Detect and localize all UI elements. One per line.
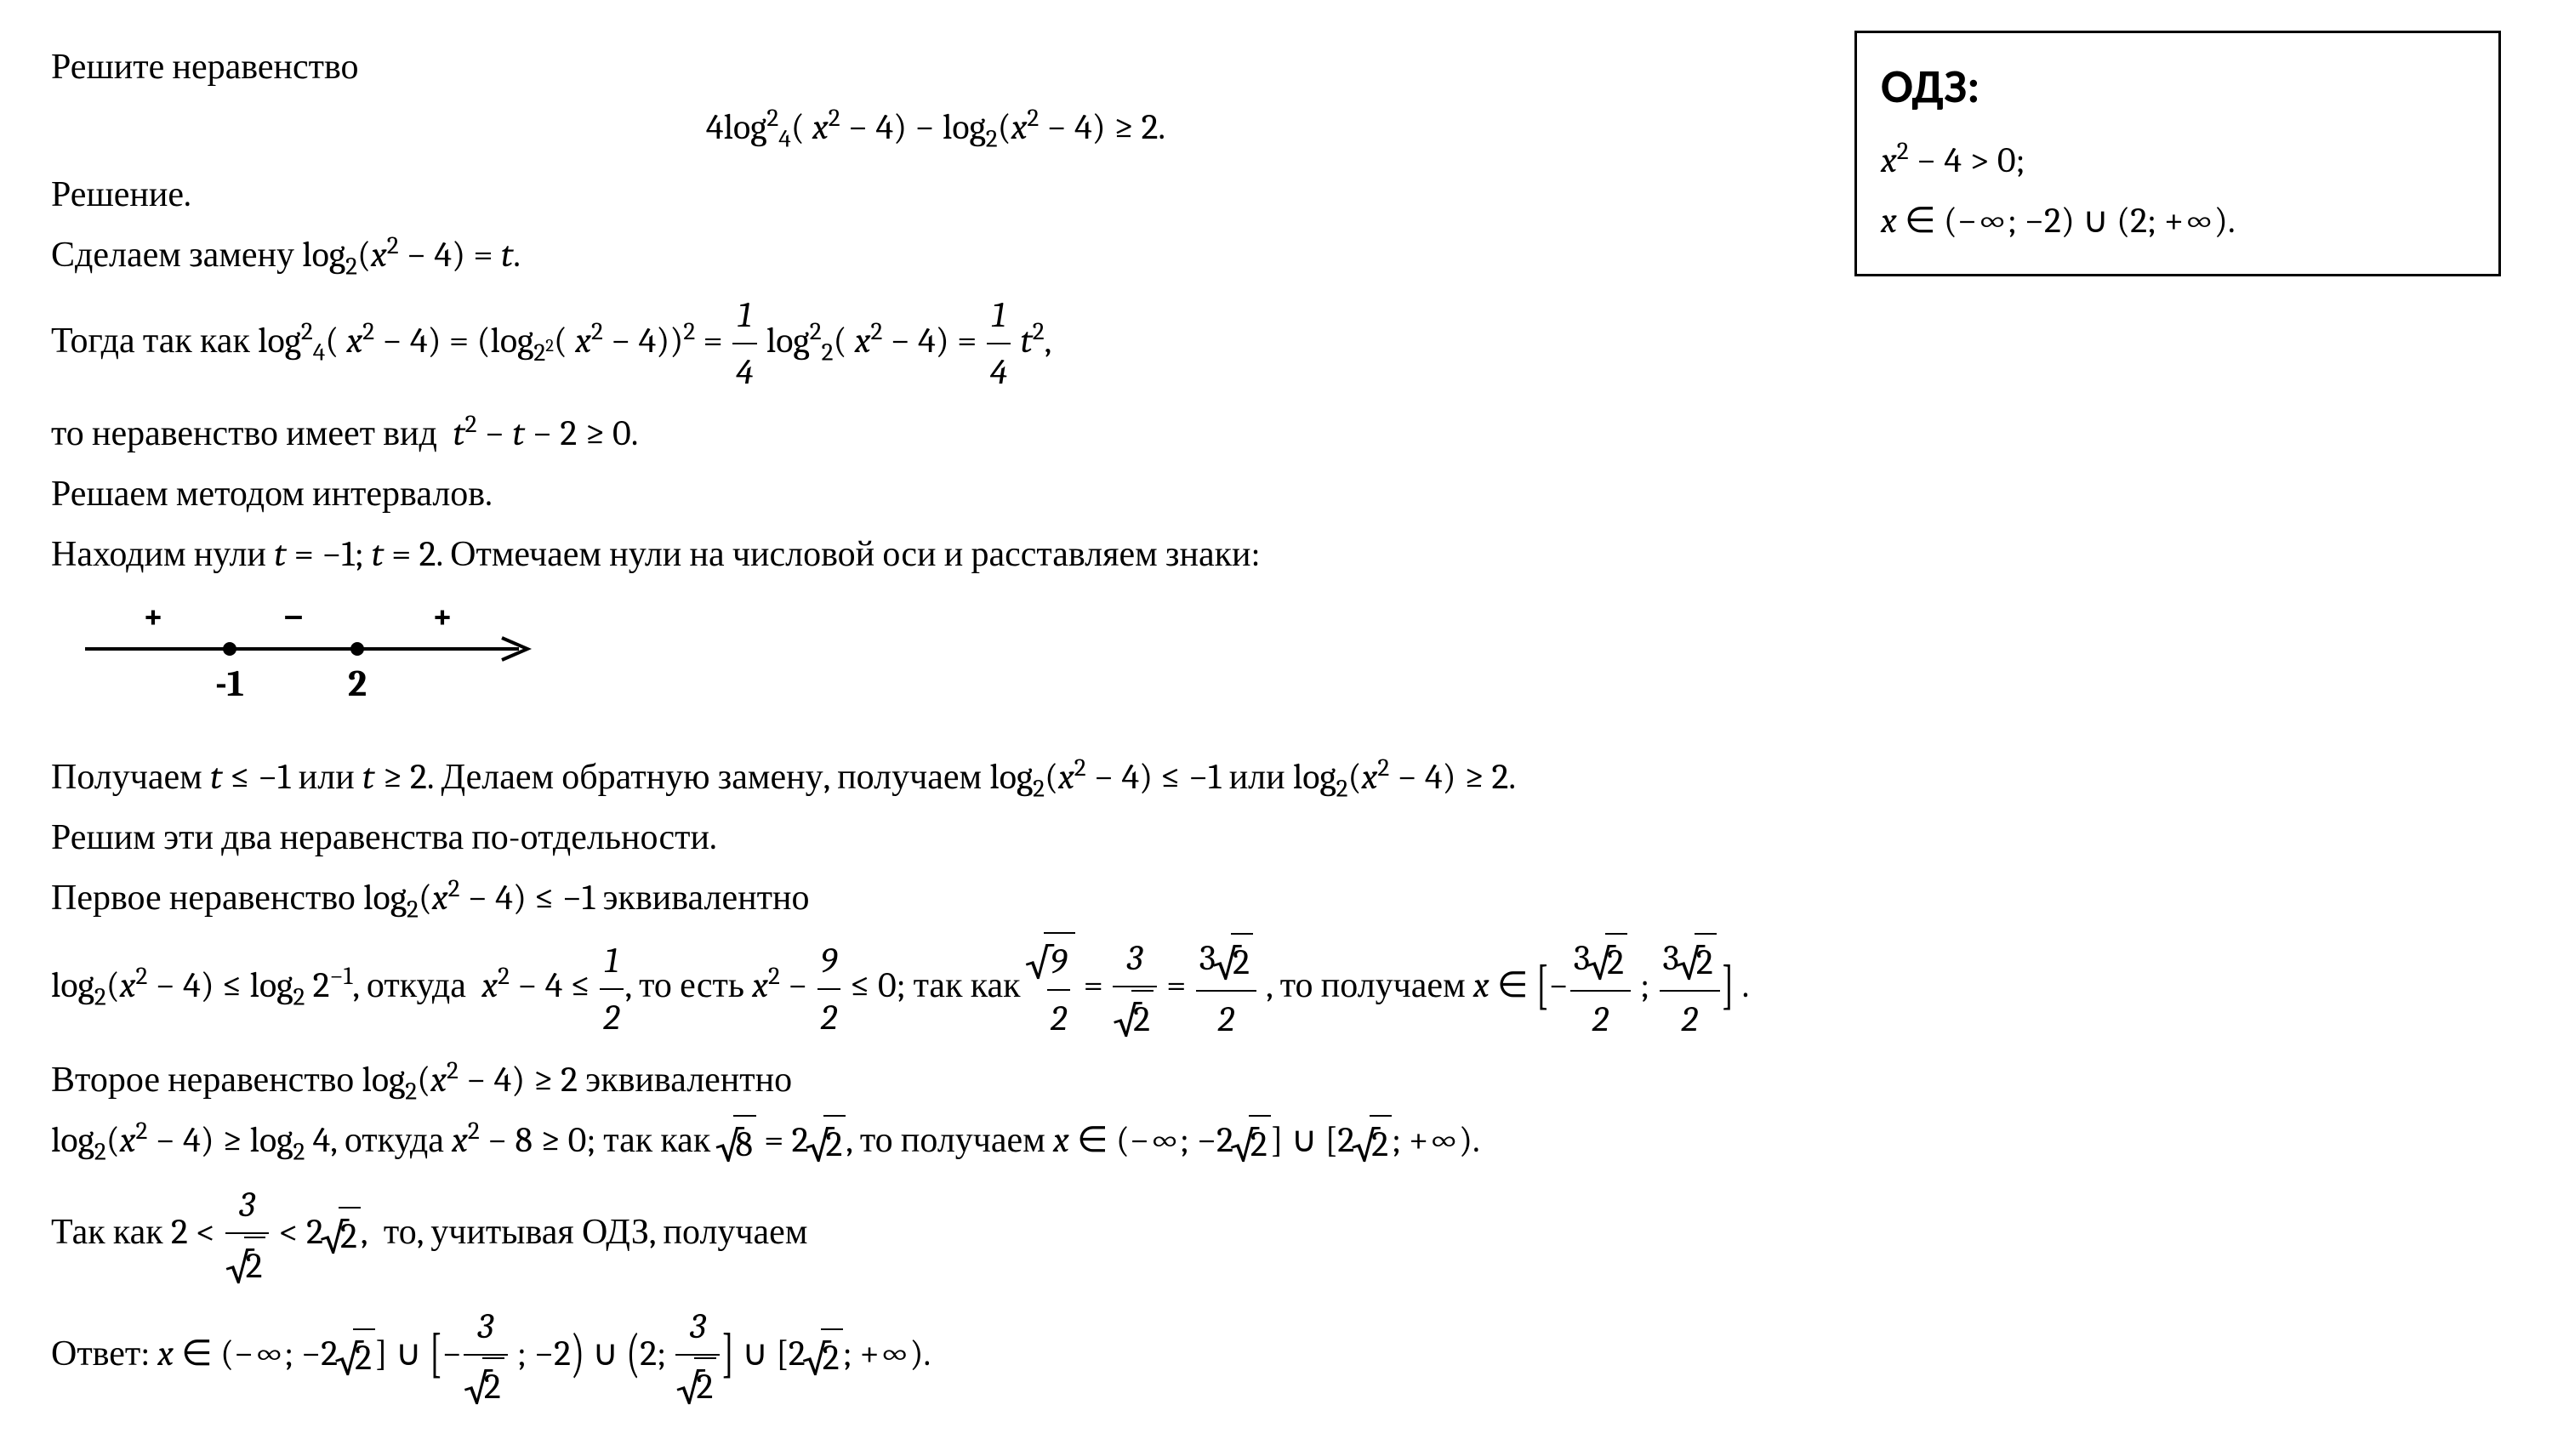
- solution-label: Решение.: [51, 167, 1820, 222]
- first-ineq-line: Первое неравенство log2(x2 − 4) ≤ −1 экв…: [51, 870, 2501, 925]
- svg-text:+: +: [143, 602, 164, 637]
- answer-line: Ответ: x ∈ (−∞; −22] ∪ [−32 ; −2) ∪ (2; …: [51, 1299, 2501, 1415]
- main-column: Решите неравенство 4log24( x2 − 4) − log…: [51, 39, 1820, 744]
- title-line: Решите неравенство: [51, 39, 1820, 94]
- text-segment: то неравенство имеет вид: [51, 412, 445, 454]
- text-segment: Сделаем замену: [51, 234, 302, 276]
- transform-line: Тогда так как log24( x2 − 4) = (log22( x…: [51, 287, 1820, 400]
- svg-text:2: 2: [348, 662, 367, 705]
- split-line: Решим эти два неравенства по-отдельности…: [51, 810, 2501, 865]
- number-line-diagram: + − + -1 2: [85, 602, 561, 713]
- svg-text:+: +: [432, 602, 453, 637]
- odz-line-1: x2 − 4 > 0;: [1881, 133, 2475, 188]
- full-width-column: Получаем t ≤ −1 или t ≥ 2. Делаем обратн…: [51, 749, 2501, 1415]
- page: ОДЗ: x2 − 4 > 0; x ∈ (−∞; −2) ∪ (2; +∞).…: [0, 0, 2552, 1456]
- main-equation: 4log24( x2 − 4) − log2(x2 − 4) ≥ 2.: [51, 100, 1820, 155]
- second-ineq-line: Второе неравенство log2(x2 − 4) ≥ 2 экви…: [51, 1052, 2501, 1107]
- svg-text:−: −: [283, 602, 305, 637]
- odz-title: ОДЗ:: [1881, 50, 2475, 124]
- method-line: Решаем методом интервалов.: [51, 466, 1820, 521]
- odz-line-2: x ∈ (−∞; −2) ∪ (2; +∞).: [1881, 193, 2475, 248]
- text-segment: Тогда так как: [51, 320, 258, 361]
- odz-box: ОДЗ: x2 − 4 > 0; x ∈ (−∞; −2) ∪ (2; +∞).: [1854, 31, 2501, 276]
- svg-text:-1: -1: [215, 662, 244, 705]
- compare-line: Так как 2 < 32 < 22, то, учитывая ОДЗ, п…: [51, 1177, 2501, 1294]
- t-result-line: Получаем t ≤ −1 или t ≥ 2. Делаем обратн…: [51, 749, 2501, 805]
- simplified-line: то неравенство имеет вид t2 − t − 2 ≥ 0.: [51, 406, 1820, 461]
- first-ineq-detail: log2(x2 − 4) ≤ log2 2−1, откуда x2 − 4 ≤…: [51, 930, 2501, 1047]
- roots-line: Находим нули t = −1; t = 2. Отмечаем нул…: [51, 526, 1820, 582]
- substitution-line: Сделаем замену log2(x2 − 4) = t.: [51, 227, 1820, 282]
- second-ineq-detail: log2(x2 − 4) ≥ log2 4, откуда x2 − 8 ≥ 0…: [51, 1112, 2501, 1172]
